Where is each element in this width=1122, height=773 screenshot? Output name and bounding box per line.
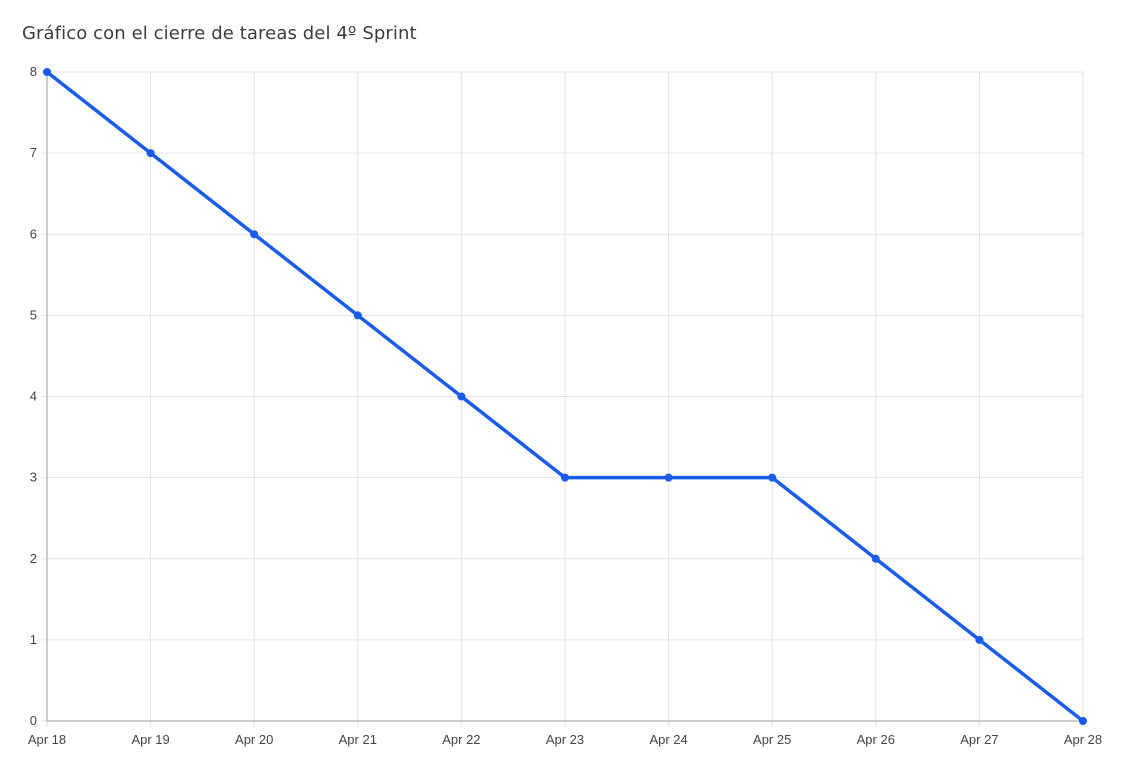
data-point[interactable]: [768, 473, 777, 482]
data-point[interactable]: [353, 311, 362, 320]
data-point[interactable]: [664, 473, 673, 482]
y-tick-labels: 0 1 2 3 4 5 6 7 8: [30, 64, 37, 728]
data-point[interactable]: [1079, 717, 1087, 725]
data-point[interactable]: [457, 392, 466, 401]
x-tick-label: Apr 19: [131, 732, 169, 747]
y-tick-label: 4: [30, 389, 37, 404]
x-tick-label: Apr 18: [28, 732, 66, 747]
chart-title: Gráfico con el cierre de tareas del 4º S…: [22, 23, 417, 44]
x-tick-label: Apr 28: [1064, 732, 1102, 747]
y-tick-label: 3: [30, 470, 37, 485]
x-tick-label: Apr 27: [960, 732, 998, 747]
data-point[interactable]: [561, 473, 569, 482]
y-tick-label: 8: [30, 64, 37, 79]
x-tick-label: Apr 25: [753, 732, 791, 747]
x-tick-label: Apr 26: [857, 732, 895, 747]
y-tick-label: 2: [30, 551, 37, 566]
data-point[interactable]: [146, 149, 155, 158]
data-point[interactable]: [975, 635, 984, 644]
axes: [46, 72, 1083, 722]
y-tick-label: 1: [30, 632, 37, 647]
x-tick-labels: Apr 18 Apr 19 Apr 20 Apr 21 Apr 22 Apr 23 Apr …: [28, 732, 1102, 747]
data-point[interactable]: [871, 554, 880, 563]
series: [43, 68, 1087, 725]
x-tick-label: Apr 20: [235, 732, 273, 747]
x-tick-label: Apr 22: [442, 732, 480, 747]
y-tick-label: 0: [30, 713, 37, 728]
x-tick-label: Apr 24: [649, 732, 687, 747]
data-point[interactable]: [43, 68, 51, 76]
y-tick-label: 6: [30, 226, 37, 241]
x-tick-label: Apr 23: [546, 732, 584, 747]
x-tick-label: Apr 21: [339, 732, 377, 747]
y-tick-label: 7: [30, 145, 37, 160]
grid-lines: [42, 71, 1084, 727]
data-point[interactable]: [250, 230, 259, 239]
y-tick-label: 5: [30, 307, 37, 322]
